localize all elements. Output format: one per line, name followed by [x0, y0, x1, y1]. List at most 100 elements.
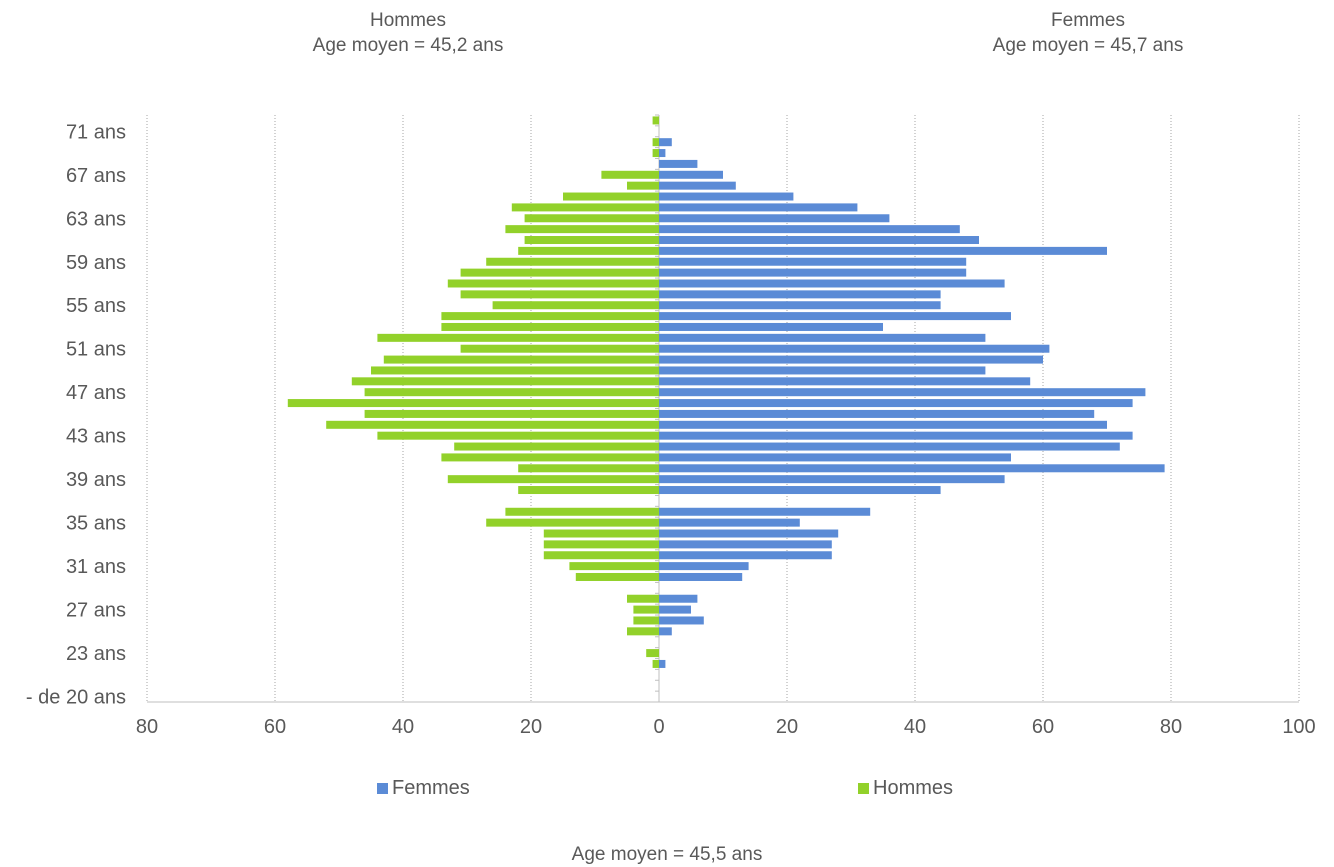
bar-femmes-7 — [659, 616, 704, 625]
bar-femmes-33 — [659, 333, 986, 342]
bar-hommes-38 — [447, 279, 659, 288]
bar-femmes-44 — [659, 214, 890, 223]
bar-hommes-19 — [518, 486, 659, 495]
y-tick-label-4: 35 ans — [66, 513, 126, 535]
bar-femmes-3 — [659, 659, 666, 668]
bar-hommes-45 — [511, 203, 659, 212]
bar-hommes-44 — [524, 214, 659, 223]
bar-hommes-47 — [627, 181, 659, 190]
bar-hommes-21 — [518, 464, 659, 473]
bars — [287, 116, 1165, 668]
bar-hommes-14 — [543, 540, 659, 549]
bar-hommes-22 — [441, 453, 659, 462]
bar-hommes-30 — [371, 366, 659, 375]
hommes-annotation-title: Hommes — [369, 10, 446, 31]
bar-hommes-26 — [364, 409, 659, 418]
bar-hommes-11 — [575, 572, 659, 581]
bar-femmes-51 — [659, 138, 672, 147]
bar-femmes-30 — [659, 366, 986, 375]
x-tick-label-5: 20 — [776, 716, 798, 738]
bar-femmes-42 — [659, 236, 979, 245]
legend-item-hommes: Hommes — [858, 777, 953, 800]
bar-femmes-27 — [659, 399, 1133, 408]
bar-hommes-40 — [486, 257, 659, 266]
bar-hommes-43 — [505, 225, 659, 234]
x-tick-label-7: 60 — [1032, 716, 1054, 738]
overall-average-age-note: Age moyen = 45,5 ans — [571, 844, 763, 865]
bar-hommes-29 — [351, 377, 659, 386]
y-tick-label-13: 71 ans — [66, 121, 126, 143]
bar-hommes-23 — [454, 442, 659, 451]
bar-hommes-27 — [287, 399, 659, 408]
x-tick-label-0: 80 — [136, 716, 158, 738]
bar-femmes-37 — [659, 290, 941, 299]
bar-hommes-15 — [543, 529, 659, 538]
x-tick-label-6: 40 — [904, 716, 926, 738]
bar-femmes-17 — [659, 507, 871, 516]
x-tick-label-8: 80 — [1160, 716, 1182, 738]
bar-femmes-41 — [659, 246, 1107, 255]
bar-hommes-35 — [441, 312, 659, 321]
legend-swatch-femmes — [377, 783, 388, 794]
bar-femmes-31 — [659, 355, 1043, 364]
bar-hommes-46 — [563, 192, 659, 201]
bar-femmes-6 — [659, 627, 672, 636]
bar-hommes-34 — [441, 322, 659, 331]
hommes-annotation-age: Age moyen = 45,2 ans — [312, 35, 504, 56]
bar-hommes-50 — [652, 149, 659, 158]
bar-femmes-45 — [659, 203, 858, 212]
bar-hommes-32 — [460, 344, 659, 353]
y-tick-label-5: 39 ans — [66, 469, 126, 491]
axes — [147, 114, 1299, 703]
bar-hommes-7 — [633, 616, 659, 625]
bar-femmes-47 — [659, 181, 736, 190]
bar-femmes-34 — [659, 322, 883, 331]
legend-label-hommes: Hommes — [873, 777, 954, 799]
bar-hommes-36 — [492, 301, 659, 310]
bar-hommes-4 — [646, 649, 659, 658]
bar-femmes-50 — [659, 149, 666, 158]
bar-hommes-28 — [364, 388, 659, 397]
y-axis-tick-labels: - de 20 ans 23 ans 27 ans 31 ans 35 ans 39 an… — [26, 121, 126, 708]
bar-hommes-3 — [652, 659, 659, 668]
y-tick-label-12: 67 ans — [66, 165, 126, 187]
y-tick-label-7: 47 ans — [66, 382, 126, 404]
bar-femmes-35 — [659, 312, 1011, 321]
y-tick-label-2: 27 ans — [66, 600, 126, 622]
bar-hommes-8 — [633, 605, 659, 614]
bar-hommes-53 — [652, 116, 659, 125]
bar-femmes-9 — [659, 594, 698, 603]
bar-hommes-41 — [518, 246, 659, 255]
bar-femmes-46 — [659, 192, 794, 201]
bar-femmes-13 — [659, 551, 832, 560]
bar-femmes-39 — [659, 268, 967, 277]
bar-hommes-9 — [627, 594, 659, 603]
bar-femmes-38 — [659, 279, 1005, 288]
bar-hommes-42 — [524, 236, 659, 245]
bar-femmes-29 — [659, 377, 1031, 386]
x-axis-tick-labels: 80 60 40 20 0 20 40 60 80 100 — [136, 716, 1316, 738]
x-tick-label-2: 40 — [392, 716, 414, 738]
bar-femmes-21 — [659, 464, 1165, 473]
y-tick-label-0: - de 20 ans — [26, 687, 126, 709]
bar-hommes-12 — [569, 562, 659, 571]
bar-femmes-12 — [659, 562, 749, 571]
bar-femmes-49 — [659, 159, 698, 168]
bar-femmes-14 — [659, 540, 832, 549]
y-tick-label-9: 55 ans — [66, 295, 126, 317]
bar-hommes-31 — [383, 355, 659, 364]
grid-lines — [146, 115, 1300, 702]
legend-label-femmes: Femmes — [392, 777, 470, 799]
y-tick-label-8: 51 ans — [66, 339, 126, 361]
bar-hommes-39 — [460, 268, 659, 277]
bar-femmes-11 — [659, 572, 743, 581]
bar-femmes-24 — [659, 431, 1133, 440]
bar-femmes-22 — [659, 453, 1011, 462]
bar-hommes-6 — [627, 627, 659, 636]
y-tick-label-11: 63 ans — [66, 208, 126, 230]
y-tick-label-10: 59 ans — [66, 252, 126, 274]
bar-femmes-40 — [659, 257, 967, 266]
bar-femmes-43 — [659, 225, 960, 234]
hommes-annotation: Hommes Age moyen = 45,2 ans — [258, 8, 558, 58]
